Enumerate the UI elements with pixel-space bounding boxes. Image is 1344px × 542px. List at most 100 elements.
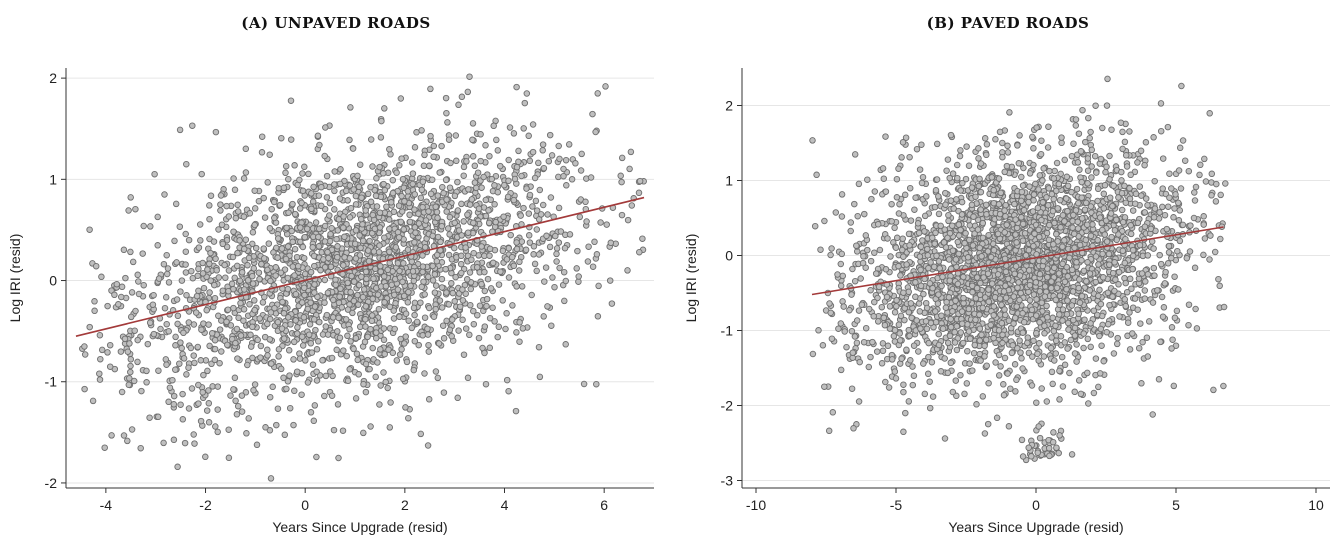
scatter-point — [172, 333, 179, 341]
scatter-point — [966, 335, 974, 342]
scatter-point — [373, 203, 381, 210]
scatter-point — [478, 243, 485, 250]
scatter-point — [458, 93, 466, 101]
scatter-point — [1007, 385, 1014, 392]
scatter-point — [995, 372, 1003, 379]
scatter-point — [981, 342, 988, 350]
scatter-point — [907, 217, 915, 224]
scatter-point — [577, 167, 585, 174]
scatter-point — [372, 334, 380, 342]
scatter-point — [1113, 340, 1121, 348]
scatter-point — [594, 313, 602, 320]
scatter-point — [555, 173, 562, 181]
scatter-point — [191, 359, 198, 367]
scatter-point — [354, 291, 361, 299]
scatter-point — [492, 218, 499, 226]
scatter-point — [377, 134, 385, 141]
scatter-point — [223, 318, 230, 326]
scatter-point — [589, 263, 597, 270]
scatter-point — [486, 252, 493, 259]
scatter-point — [400, 292, 408, 300]
scatter-point — [350, 186, 357, 193]
scatter-point — [427, 85, 434, 93]
scatter-point — [460, 163, 468, 171]
scatter-point — [882, 133, 889, 140]
scatter-point — [1090, 389, 1098, 397]
scatter-point — [324, 331, 332, 338]
scatter-point — [268, 360, 275, 367]
scatter-point — [438, 284, 446, 291]
scatter-point — [404, 188, 412, 195]
scatter-point — [1135, 344, 1143, 352]
x-axis-label: Years Since Upgrade (resid) — [272, 519, 447, 535]
scatter-point — [321, 238, 329, 245]
scatter-point — [466, 269, 474, 276]
scatter-point — [315, 192, 323, 199]
scatter-point — [163, 361, 170, 368]
scatter-point — [235, 314, 242, 322]
scatter-point — [195, 265, 202, 273]
scatter-point — [398, 346, 405, 353]
scatter-point — [868, 195, 875, 203]
x-tick-label: 4 — [501, 497, 509, 513]
scatter-point — [399, 175, 407, 183]
scatter-point — [451, 192, 459, 200]
scatter-point — [411, 337, 419, 345]
scatter-point — [1092, 278, 1100, 286]
scatter-point — [1159, 203, 1166, 211]
scatter-point — [376, 163, 383, 171]
scatter-point — [336, 195, 344, 202]
panel-title-paved: (B) PAVED ROADS — [926, 14, 1090, 32]
scatter-point — [328, 354, 336, 362]
scatter-point — [391, 325, 398, 333]
scatter-point — [892, 375, 900, 382]
scatter-point — [893, 175, 901, 183]
scatter-point — [984, 420, 992, 428]
scatter-point — [367, 183, 374, 191]
scatter-point — [383, 203, 390, 210]
scatter-point — [891, 224, 898, 232]
scatter-point — [1092, 355, 1100, 362]
scatter-point — [337, 285, 344, 292]
scatter-point — [444, 119, 451, 126]
scatter-point — [516, 258, 523, 266]
scatter-point — [300, 284, 308, 292]
scatter-point — [470, 320, 478, 328]
scatter-point — [463, 276, 471, 283]
scatter-point — [1058, 353, 1066, 361]
scatter-point — [1215, 275, 1222, 283]
scatter-point — [299, 170, 306, 177]
scatter-point — [182, 248, 190, 255]
scatter-point — [887, 253, 894, 260]
scatter-point — [1069, 224, 1076, 231]
scatter-point — [1029, 353, 1036, 360]
scatter-point — [315, 338, 322, 345]
scatter-point — [1141, 295, 1149, 302]
scatter-point — [419, 332, 426, 339]
scatter-point — [466, 331, 473, 339]
scatter-point — [406, 211, 413, 219]
scatter-point — [603, 221, 610, 228]
scatter-point — [174, 463, 181, 471]
scatter-point — [525, 132, 532, 140]
scatter-point — [1122, 302, 1129, 310]
scatter-point — [361, 338, 369, 346]
scatter-point — [478, 280, 485, 288]
scatter-point — [485, 207, 492, 214]
scatter-point — [293, 253, 301, 261]
scatter-point — [1026, 297, 1034, 304]
scatter-point — [837, 260, 845, 268]
scatter-point — [1187, 222, 1194, 229]
scatter-point — [888, 356, 896, 363]
scatter-point — [341, 254, 348, 261]
scatter-point — [858, 301, 866, 308]
scatter-point — [197, 237, 204, 244]
scatter-point — [234, 201, 241, 209]
scatter-point — [480, 173, 487, 181]
scatter-point — [1144, 271, 1152, 278]
scatter-point — [421, 370, 428, 377]
scatter-point — [380, 336, 388, 344]
scatter-point — [281, 431, 289, 439]
scatter-point — [346, 366, 353, 373]
